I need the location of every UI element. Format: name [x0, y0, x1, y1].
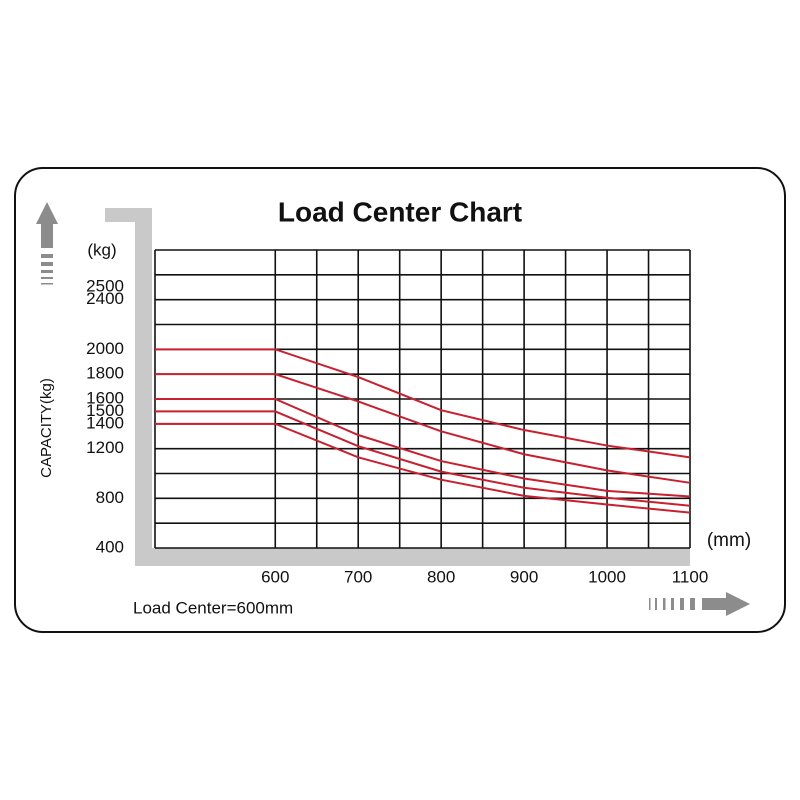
y-tick-label: 1400 [86, 413, 124, 432]
chart-title: Load Center Chart [278, 196, 522, 227]
y-tick-label: 2500 [86, 277, 124, 296]
y-tick-label: 2400 [86, 289, 124, 308]
series-line [155, 410, 691, 507]
y-tick-label: 1500 [86, 401, 124, 420]
x-tick-label: 1100 [672, 567, 709, 586]
right-arrow [649, 592, 750, 616]
up-arrow [36, 202, 58, 285]
y-tick-label: 1200 [86, 438, 124, 457]
y-tick-label: 2000 [86, 339, 124, 358]
note: Load Center=600mm [133, 598, 293, 617]
x-tick-label: 600 [261, 567, 289, 586]
y-axis-label: CAPACITY(kg) [38, 378, 55, 478]
y-tick-label: 400 [96, 537, 124, 556]
x-tick-label: 800 [427, 567, 455, 586]
x-tick-label: 900 [510, 567, 538, 586]
y-tick-label: 800 [96, 488, 124, 507]
x-tick-label: 700 [344, 567, 372, 586]
x-unit: (mm) [707, 530, 751, 551]
series-line [155, 398, 691, 498]
series-line [155, 348, 691, 459]
y-unit: (kg) [87, 240, 116, 259]
x-tick-label: 1000 [588, 567, 626, 586]
series-line [155, 373, 691, 484]
y-tick-label: 1600 [86, 388, 124, 407]
series-line [155, 422, 691, 514]
y-tick-label: 1800 [86, 364, 124, 383]
